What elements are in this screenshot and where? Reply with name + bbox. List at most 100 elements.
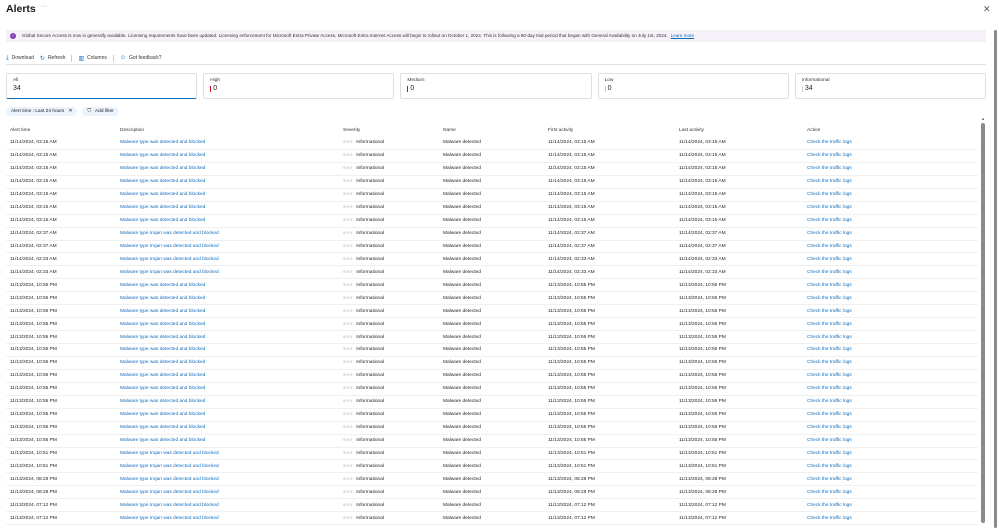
table-row[interactable]: 11/13/2024, 10:51 PM Malware type trojan …: [6, 448, 978, 461]
table-row[interactable]: 11/13/2024, 10:55 PM Malware type was det…: [6, 305, 978, 319]
traffic-logs-link[interactable]: Check the traffic logs: [807, 231, 852, 237]
scrollbar-thumb[interactable]: [994, 30, 997, 528]
table-row[interactable]: 11/13/2024, 10:55 PM Malware type was det…: [6, 279, 978, 293]
description-link[interactable]: Malware type trojan was detected and blo…: [120, 463, 219, 469]
description-link[interactable]: Malware type trojan was detected and blo…: [120, 269, 219, 275]
traffic-logs-link[interactable]: Check the traffic logs: [807, 321, 852, 327]
more-options-button[interactable]: ···: [40, 3, 47, 10]
traffic-logs-link[interactable]: Check the traffic logs: [807, 386, 852, 392]
description-link[interactable]: Malware type was detected and blocked: [120, 153, 206, 159]
traffic-logs-link[interactable]: Check the traffic logs: [807, 282, 852, 288]
table-row[interactable]: 11/14/2024, 03:15 AM Malware type was det…: [6, 163, 978, 176]
description-link[interactable]: Malware type was detected and blocked: [120, 295, 206, 301]
description-link[interactable]: Malware type trojan was detected and blo…: [120, 231, 219, 237]
table-row[interactable]: 11/13/2024, 08:28 PM Malware type trojan …: [6, 486, 978, 500]
column-header[interactable]: Description: [120, 128, 144, 133]
description-link[interactable]: Malware type was detected and blocked: [120, 179, 206, 185]
card-low[interactable]: Low 0: [597, 73, 789, 99]
table-row[interactable]: 11/13/2024, 10:51 PM Malware type trojan …: [6, 460, 978, 474]
table-row[interactable]: 11/14/2024, 03:15 AM Malware type was det…: [6, 189, 978, 202]
table-row[interactable]: 11/13/2024, 10:55 PM Malware type was det…: [6, 357, 978, 370]
description-link[interactable]: Malware type was detected and blocked: [120, 347, 206, 353]
column-header[interactable]: Name: [443, 128, 456, 133]
traffic-logs-link[interactable]: Check the traffic logs: [807, 476, 852, 482]
table-row[interactable]: 11/13/2024, 10:55 PM Malware type was det…: [6, 344, 978, 357]
table-row[interactable]: 11/13/2024, 07:12 PM Malware type trojan …: [6, 512, 978, 526]
traffic-logs-link[interactable]: Check the traffic logs: [807, 399, 852, 405]
description-link[interactable]: Malware type was detected and blocked: [120, 360, 206, 366]
close-icon[interactable]: ✕: [983, 4, 991, 14]
table-row[interactable]: 11/13/2024, 10:55 PM Malware type was det…: [6, 409, 978, 422]
refresh-button[interactable]: ↻ Refresh: [40, 55, 66, 62]
table-row[interactable]: 11/13/2024, 10:55 PM Malware type was det…: [6, 422, 978, 435]
description-link[interactable]: Malware type was detected and blocked: [120, 425, 206, 431]
description-link[interactable]: Malware type trojan was detected and blo…: [120, 489, 219, 495]
description-link[interactable]: Malware type was detected and blocked: [120, 412, 206, 418]
card-high[interactable]: High 0: [203, 73, 395, 99]
table-row[interactable]: 11/14/2024, 02:33 AM Malware type trojan …: [6, 266, 978, 280]
add-filter-button[interactable]: ⛉ Add filter: [82, 107, 119, 116]
column-header[interactable]: Alert time: [10, 128, 31, 133]
traffic-logs-link[interactable]: Check the traffic logs: [807, 140, 852, 146]
traffic-logs-link[interactable]: Check the traffic logs: [807, 153, 852, 159]
table-scrollbar[interactable]: ▲: [980, 116, 986, 528]
description-link[interactable]: Malware type was detected and blocked: [120, 438, 206, 444]
column-header[interactable]: Severity: [343, 128, 361, 133]
description-link[interactable]: Malware type was detected and blocked: [120, 321, 206, 327]
card-medium[interactable]: Medium 0: [400, 73, 592, 99]
traffic-logs-link[interactable]: Check the traffic logs: [807, 192, 852, 198]
description-link[interactable]: Malware type was detected and blocked: [120, 334, 206, 340]
description-link[interactable]: Malware type was detected and blocked: [120, 205, 206, 211]
traffic-logs-link[interactable]: Check the traffic logs: [807, 425, 852, 431]
download-button[interactable]: ⤓ Download: [6, 55, 34, 62]
remove-filter-icon[interactable]: ✕: [68, 109, 73, 114]
traffic-logs-link[interactable]: Check the traffic logs: [807, 218, 852, 224]
scrollbar-thumb[interactable]: [981, 123, 985, 523]
description-link[interactable]: Malware type was detected and blocked: [120, 282, 206, 288]
feedback-button[interactable]: ☺ Got feedback?: [120, 55, 162, 61]
traffic-logs-link[interactable]: Check the traffic logs: [807, 412, 852, 418]
card-informational[interactable]: Informational 34: [794, 73, 987, 99]
traffic-logs-link[interactable]: Check the traffic logs: [807, 347, 852, 353]
table-row[interactable]: 11/13/2024, 10:55 PM Malware type was det…: [6, 331, 978, 344]
table-row[interactable]: 11/14/2024, 02:33 AM Malware type trojan …: [6, 253, 978, 267]
table-row[interactable]: 11/14/2024, 03:15 AM Malware type was det…: [6, 202, 978, 215]
table-row[interactable]: 11/13/2024, 10:55 PM Malware type was det…: [6, 383, 978, 396]
page-scrollbar[interactable]: [994, 25, 998, 528]
description-link[interactable]: Malware type trojan was detected and blo…: [120, 256, 219, 262]
description-link[interactable]: Malware type trojan was detected and blo…: [120, 515, 219, 521]
traffic-logs-link[interactable]: Check the traffic logs: [807, 489, 852, 495]
table-row[interactable]: 11/14/2024, 02:37 AM Malware type trojan …: [6, 228, 978, 241]
columns-button[interactable]: ▥ Columns: [78, 55, 106, 62]
description-link[interactable]: Malware type trojan was detected and blo…: [120, 243, 219, 249]
description-link[interactable]: Malware type was detected and blocked: [120, 373, 206, 379]
table-row[interactable]: 11/14/2024, 03:15 AM Malware type was det…: [6, 150, 978, 163]
alert-time-filter[interactable]: Alert time : Last 24 hours ✕: [6, 107, 78, 116]
description-link[interactable]: Malware type trojan was detected and blo…: [120, 450, 219, 456]
traffic-logs-link[interactable]: Check the traffic logs: [807, 179, 852, 185]
learn-more-link[interactable]: Learn more: [670, 33, 695, 38]
description-link[interactable]: Malware type was detected and blocked: [120, 166, 206, 172]
table-row[interactable]: 11/13/2024, 08:28 PM Malware type trojan …: [6, 473, 978, 487]
table-row[interactable]: 11/13/2024, 10:55 PM Malware type was det…: [6, 396, 978, 409]
description-link[interactable]: Malware type was detected and blocked: [120, 140, 206, 146]
table-row[interactable]: 11/13/2024, 10:55 PM Malware type was det…: [6, 292, 978, 306]
description-link[interactable]: Malware type was detected and blocked: [120, 399, 206, 405]
table-row[interactable]: 11/13/2024, 10:55 PM Malware type was det…: [6, 370, 978, 383]
traffic-logs-link[interactable]: Check the traffic logs: [807, 450, 852, 456]
table-row[interactable]: 11/14/2024, 02:37 AM Malware type trojan …: [6, 241, 978, 254]
table-row[interactable]: 11/13/2024, 10:55 PM Malware type was det…: [6, 318, 978, 332]
column-header[interactable]: First activity: [548, 128, 574, 133]
traffic-logs-link[interactable]: Check the traffic logs: [807, 256, 852, 262]
table-row[interactable]: 11/13/2024, 10:55 PM Malware type was det…: [6, 435, 978, 448]
traffic-logs-link[interactable]: Check the traffic logs: [807, 205, 852, 211]
description-link[interactable]: Malware type trojan was detected and blo…: [120, 502, 219, 508]
traffic-logs-link[interactable]: Check the traffic logs: [807, 243, 852, 249]
column-header[interactable]: Last activity: [679, 128, 705, 133]
traffic-logs-link[interactable]: Check the traffic logs: [807, 166, 852, 172]
traffic-logs-link[interactable]: Check the traffic logs: [807, 334, 852, 340]
card-all[interactable]: All 34: [6, 73, 198, 99]
traffic-logs-link[interactable]: Check the traffic logs: [807, 463, 852, 469]
description-link[interactable]: Malware type was detected and blocked: [120, 386, 206, 392]
table-row[interactable]: 11/14/2024, 03:15 AM Malware type was det…: [6, 176, 978, 189]
